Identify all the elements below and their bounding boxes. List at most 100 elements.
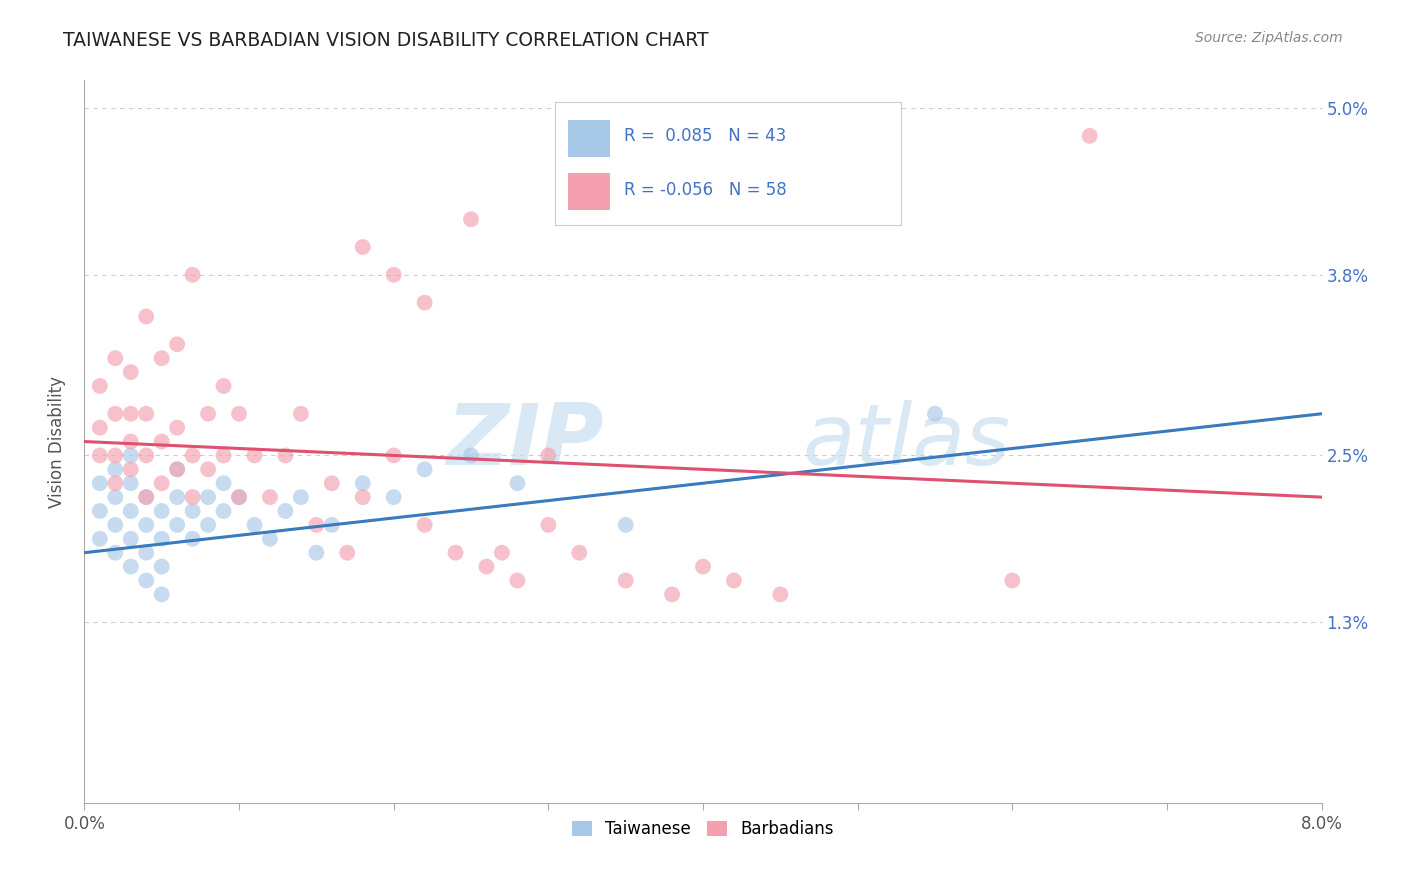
Point	[506, 476, 529, 491]
Point	[197, 462, 219, 476]
Point	[150, 476, 173, 491]
Point	[150, 559, 173, 574]
Point	[120, 434, 142, 449]
Point	[150, 587, 173, 601]
Point	[290, 490, 312, 504]
Point	[212, 476, 235, 491]
Point	[120, 449, 142, 463]
Point	[166, 337, 188, 351]
Point	[723, 574, 745, 588]
Point	[166, 462, 188, 476]
Point	[212, 379, 235, 393]
Point	[135, 517, 157, 532]
Point	[212, 504, 235, 518]
Point	[120, 559, 142, 574]
Point	[120, 532, 142, 546]
Point	[181, 490, 204, 504]
Point	[104, 449, 127, 463]
Point	[614, 517, 637, 532]
Point	[89, 532, 111, 546]
Point	[243, 449, 266, 463]
Point	[352, 490, 374, 504]
Point	[924, 407, 946, 421]
Point	[150, 351, 173, 366]
Point	[135, 490, 157, 504]
Point	[135, 449, 157, 463]
Point	[506, 574, 529, 588]
Point	[321, 517, 343, 532]
Point	[692, 559, 714, 574]
Point	[89, 504, 111, 518]
Point	[290, 407, 312, 421]
Point	[135, 490, 157, 504]
Point	[197, 517, 219, 532]
Point	[104, 351, 127, 366]
Point	[228, 490, 250, 504]
Point	[89, 420, 111, 434]
Point	[274, 449, 297, 463]
Point	[1001, 574, 1024, 588]
Legend: Taiwanese, Barbadians: Taiwanese, Barbadians	[565, 814, 841, 845]
Point	[382, 490, 405, 504]
Point	[120, 462, 142, 476]
Point	[568, 546, 591, 560]
Point	[413, 517, 436, 532]
Point	[413, 295, 436, 310]
Point	[228, 407, 250, 421]
Point	[444, 546, 467, 560]
Point	[305, 517, 328, 532]
Point	[89, 449, 111, 463]
Point	[769, 587, 792, 601]
Point	[89, 476, 111, 491]
Point	[181, 268, 204, 282]
Point	[413, 462, 436, 476]
Point	[135, 310, 157, 324]
Point	[259, 532, 281, 546]
Y-axis label: Vision Disability: Vision Disability	[48, 376, 66, 508]
Point	[382, 268, 405, 282]
Point	[104, 490, 127, 504]
Point	[661, 587, 683, 601]
Point	[104, 407, 127, 421]
Text: ZIP: ZIP	[446, 400, 605, 483]
Point	[352, 476, 374, 491]
Point	[614, 574, 637, 588]
Point	[150, 532, 173, 546]
Point	[150, 504, 173, 518]
Point	[321, 476, 343, 491]
Point	[104, 476, 127, 491]
Point	[475, 559, 498, 574]
Point	[104, 462, 127, 476]
Point	[120, 504, 142, 518]
Point	[166, 517, 188, 532]
Point	[537, 517, 560, 532]
Point	[274, 504, 297, 518]
Point	[1078, 128, 1101, 143]
Point	[212, 449, 235, 463]
Point	[120, 407, 142, 421]
Point	[460, 449, 482, 463]
Point	[460, 212, 482, 227]
Point	[382, 449, 405, 463]
Point	[89, 379, 111, 393]
Point	[197, 490, 219, 504]
Text: atlas: atlas	[801, 400, 1010, 483]
Point	[259, 490, 281, 504]
Point	[181, 504, 204, 518]
Point	[537, 449, 560, 463]
Text: TAIWANESE VS BARBADIAN VISION DISABILITY CORRELATION CHART: TAIWANESE VS BARBADIAN VISION DISABILITY…	[63, 31, 709, 50]
Point	[305, 546, 328, 560]
Point	[135, 574, 157, 588]
Point	[135, 407, 157, 421]
Point	[197, 407, 219, 421]
Point	[135, 546, 157, 560]
Point	[166, 462, 188, 476]
Point	[243, 517, 266, 532]
Point	[228, 490, 250, 504]
Point	[166, 490, 188, 504]
Point	[120, 476, 142, 491]
Point	[181, 449, 204, 463]
Point	[352, 240, 374, 254]
Point	[104, 546, 127, 560]
Text: Source: ZipAtlas.com: Source: ZipAtlas.com	[1195, 31, 1343, 45]
